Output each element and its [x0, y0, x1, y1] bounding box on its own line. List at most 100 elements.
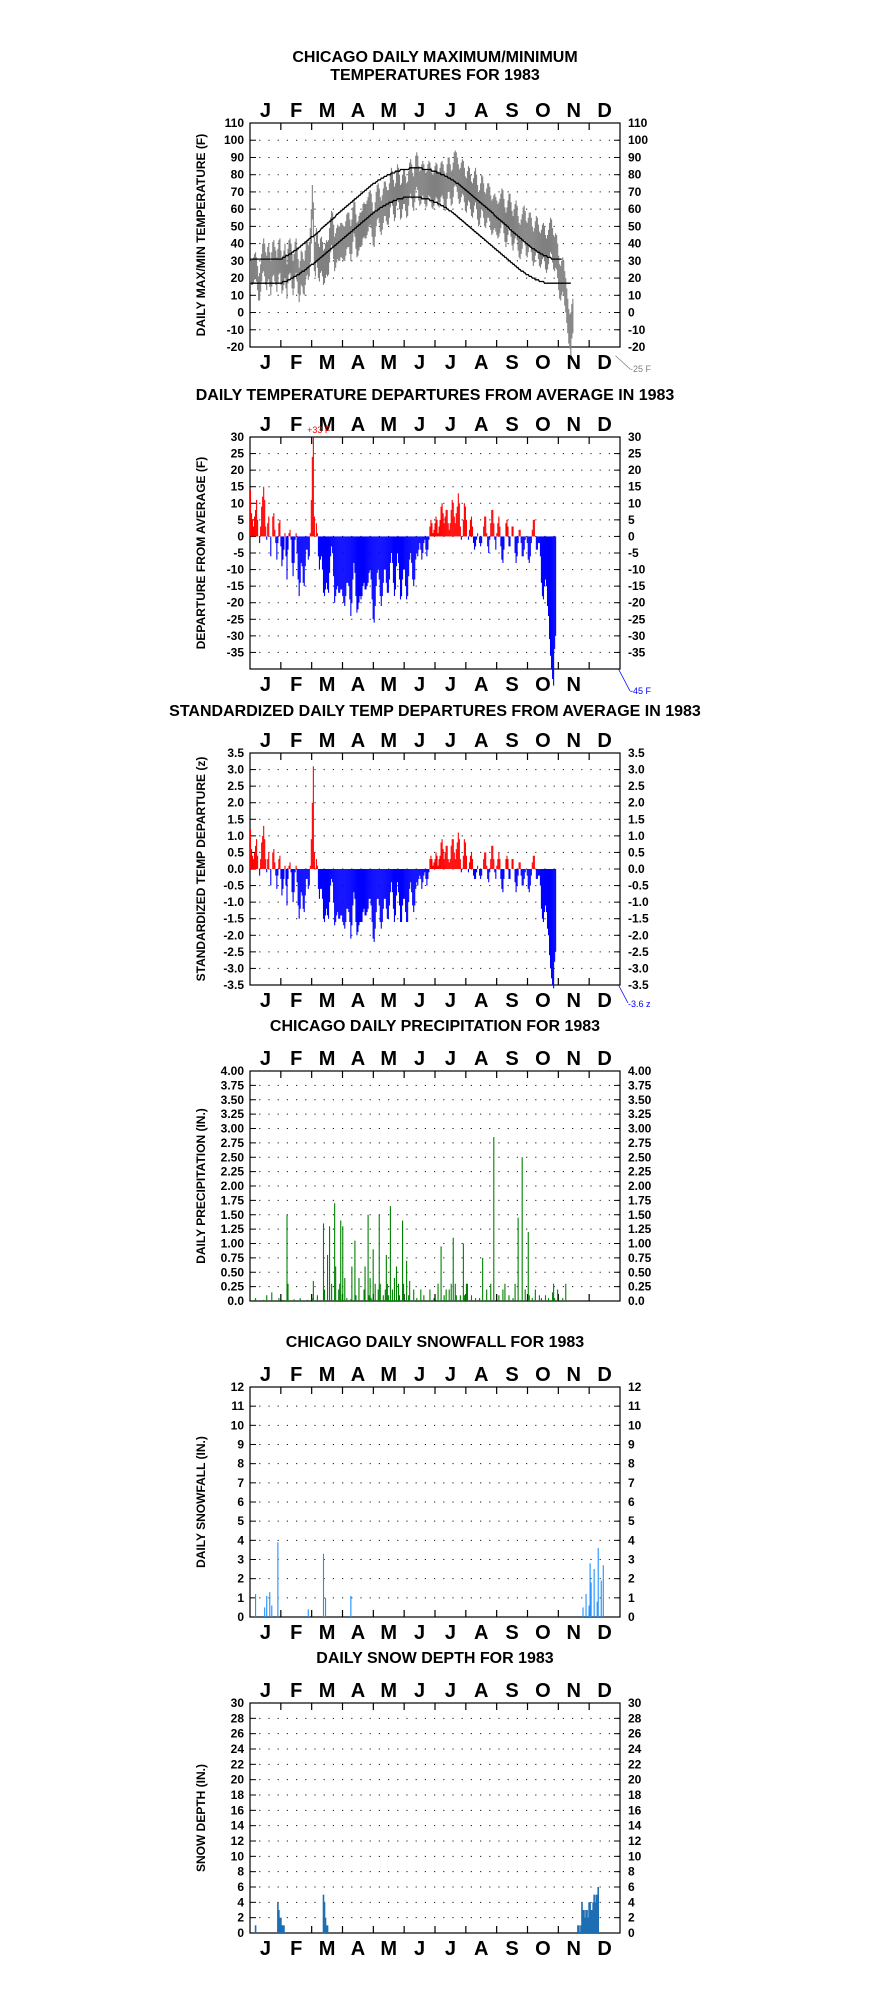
month-label-bottom: N	[567, 674, 581, 696]
month-label-bottom: J	[414, 1938, 425, 1960]
month-label-top: S	[505, 730, 518, 752]
month-label-bottom: J	[260, 990, 271, 1012]
y-tick-label-left: 0.75	[221, 1251, 245, 1265]
precip-bars	[254, 1137, 567, 1301]
y-tick-label-left: -20	[227, 340, 245, 354]
y-tick-label-right: 1.25	[628, 1222, 652, 1236]
y-tick-label-right: 4.00	[628, 1064, 652, 1078]
y-tick-label-left: 10	[231, 1849, 245, 1863]
y-tick-label-right: 18	[628, 1788, 642, 1802]
y-tick-label-right: -25	[628, 612, 646, 626]
y-tick-label-left: 2.75	[221, 1136, 245, 1150]
y-tick-label-left: -10	[227, 563, 245, 577]
y-tick-label-left: 20	[231, 463, 245, 477]
y-tick-label-right: 10	[628, 288, 642, 302]
month-label-top: J	[445, 100, 456, 122]
month-label-bottom: A	[351, 352, 365, 374]
month-label-top: J	[445, 414, 456, 436]
month-label-top: D	[597, 1364, 611, 1386]
chart-title: STANDARDIZED DAILY TEMP DEPARTURES FROM …	[169, 703, 701, 720]
y-tick-label-left: 1.5	[227, 812, 244, 826]
month-label-bottom: A	[474, 1938, 488, 1960]
month-label-top: S	[505, 1364, 518, 1386]
month-label-bottom: F	[290, 1622, 302, 1644]
plot-frame	[249, 122, 621, 348]
chart-title: TEMPERATURES FOR 1983	[330, 67, 540, 84]
y-tick-label-left: 25	[231, 447, 245, 461]
y-tick-label-right: 1.5	[628, 812, 645, 826]
month-label-bottom: D	[597, 990, 611, 1012]
month-label-top: M	[380, 730, 397, 752]
y-tick-label-left: 3.0	[227, 763, 244, 777]
month-label-top: J	[414, 100, 425, 122]
normal-min-line	[250, 196, 571, 284]
y-tick-label-right: -1.5	[628, 912, 649, 926]
y-tick-label-right: 2.00	[628, 1179, 652, 1193]
y-tick-label-left: 16	[231, 1803, 245, 1817]
normal-max-line	[250, 167, 562, 260]
month-label-top: D	[597, 1048, 611, 1070]
y-tick-label-left: 0.0	[227, 1294, 244, 1308]
month-label-top: M	[319, 414, 336, 436]
y-tick-label-left: 0.5	[227, 845, 244, 859]
y-tick-label-right: -1.0	[628, 895, 649, 909]
y-tick-label-left: -1.0	[223, 895, 244, 909]
y-tick-label-left: 14	[231, 1819, 245, 1833]
y-tick-label-left: 0.25	[221, 1280, 245, 1294]
y-tick-label-left: 1	[237, 1591, 244, 1605]
y-tick-label-right: 2	[628, 1911, 635, 1925]
y-tick-label-left: -10	[227, 323, 245, 337]
month-label-top: A	[474, 414, 488, 436]
y-tick-label-left: -35	[227, 645, 245, 659]
month-label-bottom: J	[445, 352, 456, 374]
y-tick-label-right: 22	[628, 1757, 642, 1771]
month-label-top: J	[260, 100, 271, 122]
y-tick-label-left: 70	[231, 185, 245, 199]
y-tick-label-right: 5	[628, 513, 635, 527]
y-tick-label-left: 4	[237, 1895, 244, 1909]
y-tick-label-right: 4	[628, 1533, 635, 1547]
y-tick-label-left: 0	[237, 306, 244, 320]
month-label-bottom: M	[319, 1938, 336, 1960]
month-label-bottom: S	[505, 1622, 518, 1644]
snowdepth-bars	[254, 1887, 600, 1933]
month-label-top: M	[319, 730, 336, 752]
y-tick-label-left: 3	[237, 1553, 244, 1567]
y-tick-label-left: -15	[227, 579, 245, 593]
month-label-bottom: J	[260, 674, 271, 696]
month-label-top: N	[567, 414, 581, 436]
y-tick-label-right: 1.75	[628, 1193, 652, 1207]
month-label-bottom: A	[351, 1938, 365, 1960]
y-tick-label-right: 10	[628, 1849, 642, 1863]
y-tick-label-right: 110	[628, 116, 648, 130]
chart-snowdepth: DAILY SNOW DEPTH FOR 1983302826242220181…	[194, 1650, 642, 1960]
chart-title: CHICAGO DAILY PRECIPITATION FOR 1983	[270, 1018, 600, 1035]
y-tick-label-left: 0.0	[227, 862, 244, 876]
y-tick-label-right: 0.75	[628, 1251, 652, 1265]
month-label-top: M	[380, 100, 397, 122]
snowfall-bars	[255, 1542, 604, 1617]
y-tick-label-right: 0	[628, 1610, 635, 1624]
chart-title: CHICAGO DAILY SNOWFALL FOR 1983	[286, 1334, 585, 1351]
y-tick-label-right: 0	[628, 1926, 635, 1940]
month-label-top: F	[290, 1364, 302, 1386]
month-label-top: J	[445, 730, 456, 752]
y-tick-label-right: 60	[628, 202, 642, 216]
y-tick-label-left: 6	[237, 1495, 244, 1509]
y-tick-label-left: 4.00	[221, 1064, 245, 1078]
y-tick-label-right: 40	[628, 237, 642, 251]
month-label-bottom: O	[535, 674, 551, 696]
y-tick-label-left: 30	[231, 430, 245, 444]
y-tick-label-right: -20	[628, 340, 646, 354]
y-tick-label-right: 30	[628, 1696, 642, 1710]
month-label-bottom: N	[567, 1938, 581, 1960]
y-tick-label-right: 15	[628, 480, 642, 494]
y-tick-label-right: 25	[628, 447, 642, 461]
y-tick-label-left: 5	[237, 1514, 244, 1528]
y-tick-label-right: 1	[628, 1591, 635, 1605]
month-label-top: M	[380, 414, 397, 436]
month-label-top: A	[351, 1048, 365, 1070]
y-tick-label-right: 28	[628, 1711, 642, 1725]
y-axis-label: DAILY MAX/MIN TEMPERATURE (F)	[194, 134, 208, 336]
y-tick-label-right: 3.5	[628, 746, 645, 760]
